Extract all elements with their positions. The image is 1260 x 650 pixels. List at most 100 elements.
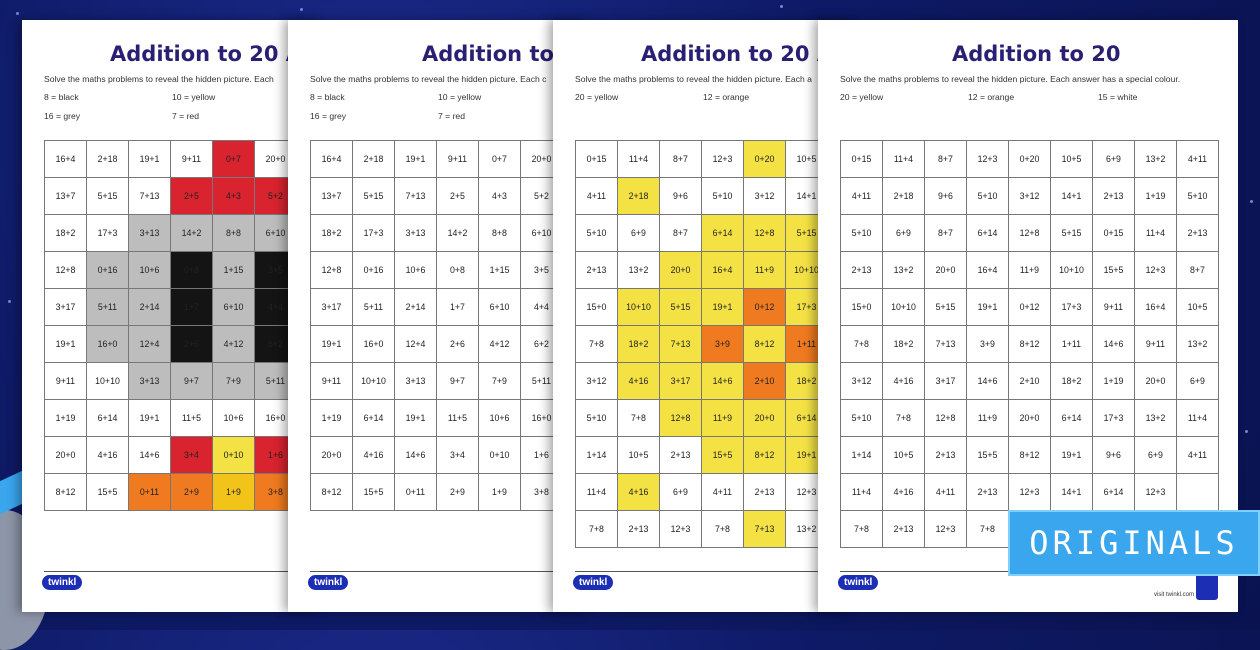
sum-cell: 17+3 <box>1050 288 1093 326</box>
grid-row: 15+0 10+10 5+15 19+1 0+12 17+3 <box>575 288 828 326</box>
worksheet-page-1: Addition to 20 An Solve the maths proble… <box>22 20 322 612</box>
footer-divider <box>575 571 831 572</box>
sum-cell: 0+16 <box>86 251 129 289</box>
grid-row: 20+0 4+16 14+6 3+4 0+10 1+6 <box>44 436 297 474</box>
sum-cell: 18+2 <box>310 214 353 252</box>
sum-cell: 10+5 <box>1176 288 1219 326</box>
sum-cell: 16+4 <box>701 251 744 289</box>
sum-cell: 9+11 <box>170 140 213 178</box>
sum-cell: 4+11 <box>701 473 744 511</box>
sum-cell: 3+12 <box>575 362 618 400</box>
grid-row: 2+13 13+2 20+0 16+4 11+9 10+10 <box>575 251 828 289</box>
sum-cell: 8+12 <box>44 473 87 511</box>
grid-row: 1+14 10+5 2+13 15+5 8+12 19+1 9+6 6+9 4+11 <box>840 436 1219 474</box>
worksheet-title: Addition to 2 <box>422 42 576 66</box>
sum-cell: 8+8 <box>478 214 521 252</box>
sum-cell: 5+15 <box>352 177 395 215</box>
sum-cell: 13+2 <box>1176 325 1219 363</box>
sum-cell: 4+11 <box>575 177 618 215</box>
sum-cell: 6+9 <box>1092 140 1135 178</box>
sum-cell: 3+12 <box>840 362 883 400</box>
grid-row: 5+10 6+9 8+7 6+14 12+8 5+15 <box>575 214 828 252</box>
sum-cell: 8+12 <box>1008 325 1051 363</box>
grid-row: 8+12 15+5 0+11 2+9 1+9 3+8 <box>44 473 297 511</box>
grid-row: 12+8 0+16 10+6 0+8 1+15 3+5 <box>44 251 297 289</box>
sum-cell: 2+13 <box>1092 177 1135 215</box>
sum-cell: 0+20 <box>1008 140 1051 178</box>
sum-cell: 5+15 <box>1050 214 1093 252</box>
sum-cell: 4+11 <box>1176 436 1219 474</box>
sum-cell: 10+5 <box>1050 140 1093 178</box>
sum-cell: 3+17 <box>924 362 967 400</box>
sum-cell: 2+10 <box>743 362 786 400</box>
sum-cell: 5+10 <box>1176 177 1219 215</box>
grid-row: 5+10 7+8 12+8 11+9 20+0 6+14 17+3 13+2 11+4 <box>840 399 1219 437</box>
sum-cell: 4+12 <box>478 325 521 363</box>
grid-row: 5+10 6+9 8+7 6+14 12+8 5+15 0+15 11+4 2+13 <box>840 214 1219 252</box>
sum-cell: 11+9 <box>966 399 1009 437</box>
sum-cell: 19+1 <box>394 399 437 437</box>
sum-cell: 2+18 <box>86 140 129 178</box>
sum-cell: 9+11 <box>44 362 87 400</box>
grid-row: 3+12 4+16 3+17 14+6 2+10 18+2 1+19 20+0 6+9 <box>840 362 1219 400</box>
sum-cell: 0+20 <box>743 140 786 178</box>
worksheet-title: Addition to 20 <box>952 42 1121 66</box>
sum-cell: 4+16 <box>86 436 129 474</box>
sum-cell: 16+4 <box>310 140 353 178</box>
sum-cell: 9+6 <box>924 177 967 215</box>
grid-row: 7+8 2+13 12+3 7+8 7+13 13+2 <box>575 510 828 548</box>
sum-cell: 4+3 <box>478 177 521 215</box>
sum-cell: 10+10 <box>617 288 660 326</box>
sum-cell: 15+5 <box>1092 251 1135 289</box>
sum-cell: 3+13 <box>128 214 171 252</box>
grid-row: 11+4 4+16 4+11 2+13 12+3 14+1 6+14 12+3 <box>840 473 1219 511</box>
sum-cell: 12+4 <box>394 325 437 363</box>
sum-cell: 12+8 <box>659 399 702 437</box>
grid-row: 4+11 2+18 9+6 5+10 3+12 14+1 <box>575 177 828 215</box>
sum-cell: 11+4 <box>575 473 618 511</box>
sum-cell: 2+14 <box>394 288 437 326</box>
colour-key-item: 7 = red <box>438 111 465 121</box>
sum-cell: 14+6 <box>1092 325 1135 363</box>
grid-row: 3+17 5+11 2+14 1+7 6+10 4+4 <box>310 288 563 326</box>
sum-cell: 5+11 <box>352 288 395 326</box>
grid-row: 5+10 7+8 12+8 11+9 20+0 6+14 <box>575 399 828 437</box>
sum-cell: 18+2 <box>44 214 87 252</box>
sum-cell: 4+16 <box>352 436 395 474</box>
sum-cell: 12+3 <box>1134 473 1177 511</box>
sum-cell: 2+13 <box>1176 214 1219 252</box>
sum-cell: 1+14 <box>575 436 618 474</box>
sum-cell: 8+7 <box>924 214 967 252</box>
sum-cell: 6+14 <box>352 399 395 437</box>
colour-key-item: 12 = orange <box>968 92 1015 102</box>
sum-cell: 11+5 <box>170 399 213 437</box>
grid-row: 20+0 4+16 14+6 3+4 0+10 1+6 <box>310 436 563 474</box>
sum-cell: 0+12 <box>1008 288 1051 326</box>
sum-cell: 5+11 <box>86 288 129 326</box>
sum-cell: 0+8 <box>436 251 479 289</box>
sum-cell: 1+15 <box>212 251 255 289</box>
colour-key-item: 16 = grey <box>44 111 81 121</box>
sum-cell: 6+10 <box>478 288 521 326</box>
visit-website-text: visit twinkl.com <box>1153 592 1194 598</box>
sum-cell: 3+9 <box>701 325 744 363</box>
sum-cell: 6+9 <box>882 214 925 252</box>
sum-cell: 1+19 <box>1092 362 1135 400</box>
sum-cell: 12+3 <box>966 140 1009 178</box>
sum-cell: 0+11 <box>394 473 437 511</box>
sum-cell: 11+4 <box>1176 399 1219 437</box>
sum-cell: 12+3 <box>659 510 702 548</box>
grid-row: 16+4 2+18 19+1 9+11 0+7 20+0 <box>44 140 297 178</box>
sum-cell: 3+12 <box>1008 177 1051 215</box>
sum-cell: 2+13 <box>659 436 702 474</box>
sum-cell: 10+6 <box>128 251 171 289</box>
colour-key-item: 12 = orange <box>703 92 750 102</box>
grid-row: 9+11 10+10 3+13 9+7 7+9 5+11 <box>310 362 563 400</box>
sum-cell: 7+8 <box>575 325 618 363</box>
colour-key-item: 20 = yellow <box>575 92 619 102</box>
sum-cell: 8+8 <box>212 214 255 252</box>
sum-cell: 2+13 <box>617 510 660 548</box>
sum-cell: 10+10 <box>352 362 395 400</box>
sum-cell: 2+9 <box>436 473 479 511</box>
sum-cell: 10+6 <box>478 399 521 437</box>
